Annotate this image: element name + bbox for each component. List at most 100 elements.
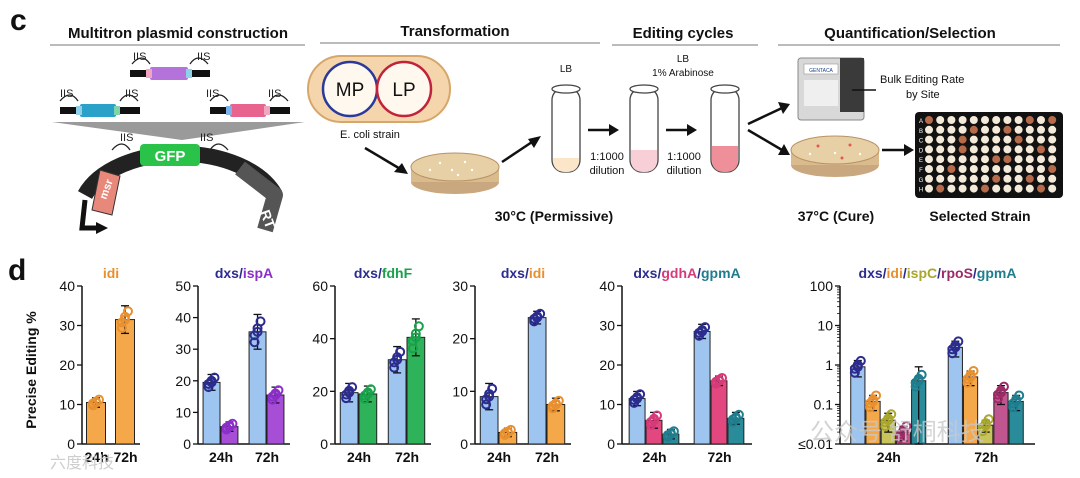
plate-well	[936, 135, 945, 144]
plate-well	[981, 116, 989, 124]
plate-well	[981, 174, 989, 183]
panel-c-label: c	[10, 4, 27, 37]
lp-plasmid-circle	[375, 60, 433, 118]
panel-d-label: d	[8, 254, 26, 287]
plate-well	[925, 135, 933, 144]
plate-well	[992, 145, 1001, 154]
replicate-point	[502, 427, 513, 438]
plate-well	[1025, 125, 1034, 134]
plate-well	[1003, 184, 1012, 193]
plate-well	[925, 155, 933, 164]
iis-label-3: IIS	[60, 88, 73, 100]
chart-panel: 0 10 20 30 dxs/idi 24h 72h	[452, 265, 571, 465]
plate-well	[936, 165, 945, 173]
replicate-point	[484, 391, 495, 402]
plate-well	[1003, 135, 1012, 144]
watermark-corner: 六度科技	[50, 454, 114, 472]
replicate-point	[632, 393, 643, 404]
y-tick-label: 0	[183, 436, 191, 452]
plate-well	[1048, 145, 1057, 154]
y-tick-label: 10	[175, 404, 191, 420]
bar	[115, 319, 135, 445]
plate-well	[1037, 174, 1045, 183]
plate-well	[958, 165, 967, 173]
plate-well	[1048, 125, 1057, 134]
y-tick-label: 20	[175, 373, 191, 389]
temp-permissive-label: 30°C (Permissive)	[495, 208, 613, 224]
plate-well	[947, 165, 956, 173]
chart-panel: ≤0.01 0.1 1 10 100 dxs/idi/ispC/rpoS/gpmA 24h 7…	[798, 265, 1035, 465]
y-tick-label: 0	[67, 436, 75, 452]
replicate-point	[532, 312, 543, 323]
y-tick-label: 30	[175, 341, 191, 357]
plate-well	[1014, 145, 1023, 154]
plate-well	[936, 184, 945, 193]
plate-well	[981, 184, 989, 193]
bar	[202, 381, 221, 445]
replicate-point	[224, 421, 235, 432]
x-tick-label: 72h	[707, 449, 731, 465]
replicate-point	[714, 375, 724, 386]
plate-well	[947, 174, 956, 183]
ecoli-strain-label: E. coli strain	[340, 129, 400, 141]
plate-well	[1025, 165, 1034, 173]
y-tick-label: 30	[59, 318, 75, 334]
plate-well	[969, 174, 978, 183]
plate-well	[1014, 174, 1023, 183]
bar	[527, 317, 547, 445]
y-tick-label: 10	[452, 383, 468, 399]
y-tick-label: 10	[59, 397, 75, 413]
chart-title: dxs/fdhF	[354, 265, 413, 281]
chart-title: dxs/idi	[501, 265, 545, 281]
x-tick-label: 72h	[974, 449, 998, 465]
plate-well	[969, 116, 978, 124]
dilution-ratio-2: 1:1000	[667, 151, 701, 163]
replicate-point	[730, 413, 741, 424]
replicate-point	[1011, 396, 1022, 407]
plate-well	[981, 165, 989, 173]
plate-well	[1025, 116, 1034, 124]
mp-label: MP	[336, 80, 365, 101]
tube-2-media-label: LB	[677, 54, 690, 65]
plate-row-label: A	[919, 119, 923, 125]
y-tick-label: 40	[312, 331, 328, 347]
y-tick-label: 20	[599, 357, 615, 373]
plate-well	[992, 174, 1001, 183]
watermark-wechat: 公众号 舒桐科技	[810, 419, 985, 446]
x-tick-label: 24h	[642, 449, 666, 465]
replicate-point	[91, 397, 101, 408]
fragment-top	[130, 57, 210, 80]
bar	[710, 380, 728, 445]
y-tick-label: ≤0.01	[798, 436, 833, 452]
plate-row-label: H	[919, 188, 923, 194]
agar-plate-1	[410, 152, 500, 194]
plate-well	[1025, 145, 1034, 154]
tube-1-media-label: LB	[560, 64, 573, 75]
plate-well	[1037, 135, 1045, 144]
plate-well	[958, 155, 967, 164]
replicate-point	[550, 399, 561, 410]
replicate-point	[249, 337, 260, 348]
plate-well	[992, 155, 1001, 164]
plate-well	[981, 155, 989, 164]
replicate-point	[898, 427, 909, 438]
temp-cure-label: 37°C (Cure)	[798, 208, 874, 224]
x-tick-label: 24h	[487, 449, 511, 465]
chart-title: dxs/idi/ispC/rpoS/gpmA	[859, 265, 1017, 281]
plate-well	[936, 125, 945, 134]
y-tick-label: 20	[312, 383, 328, 399]
plate-well	[1037, 184, 1045, 193]
replicate-point	[649, 415, 659, 426]
plate-well	[947, 135, 956, 144]
chart-panel: 0 10 20 30 40 idi 24h 72h	[59, 265, 140, 465]
lp-label: LP	[392, 80, 415, 101]
replicate-point	[344, 387, 355, 398]
plate-well	[1037, 145, 1045, 154]
y-tick-label: 100	[810, 278, 834, 294]
iis-label-8: IIS	[200, 132, 213, 144]
plate-row-label: B	[919, 129, 923, 135]
y-tick-label: 0	[607, 436, 615, 452]
y-tick-label: 20	[452, 331, 468, 347]
